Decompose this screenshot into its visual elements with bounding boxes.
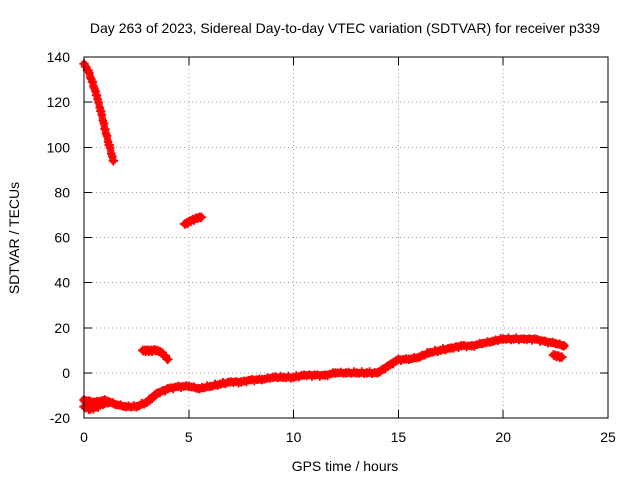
chart-title: Day 263 of 2023, Sidereal Day-to-day VTE…: [90, 20, 600, 36]
y-tick-label: 20: [54, 320, 70, 336]
y-tick-label: 40: [54, 275, 70, 291]
sdtvar-series-2: [137, 345, 173, 365]
x-axis-label: GPS time / hours: [292, 458, 399, 474]
y-tick-label: 80: [54, 184, 70, 200]
x-tick-label: 25: [600, 429, 616, 445]
y-tick-label: 0: [62, 365, 70, 381]
x-tick-label: 10: [286, 429, 302, 445]
x-tick-label: 5: [185, 429, 193, 445]
sdtvar-series-1: [179, 212, 207, 229]
y-tick-label: 60: [54, 230, 70, 246]
x-tick-label: 20: [495, 429, 511, 445]
y-tick-label: 100: [47, 139, 71, 155]
axis-layer: 0 5 10 15 20 25 -20 0 20 40 60 80 100 120 140: [47, 49, 616, 445]
sdtvar-series-4: [79, 397, 114, 415]
y-tick-label: -20: [50, 410, 70, 426]
x-tick-label: 15: [391, 429, 407, 445]
sdtvar-series-0: [79, 59, 119, 166]
y-tick-label: 140: [47, 49, 71, 65]
series-layer: [79, 59, 569, 415]
x-tick-label: 0: [80, 429, 88, 445]
y-axis-label: SDTVAR / TECUs: [6, 182, 22, 294]
y-tick-label: 120: [47, 94, 71, 110]
sdtvar-series-5: [548, 350, 567, 363]
